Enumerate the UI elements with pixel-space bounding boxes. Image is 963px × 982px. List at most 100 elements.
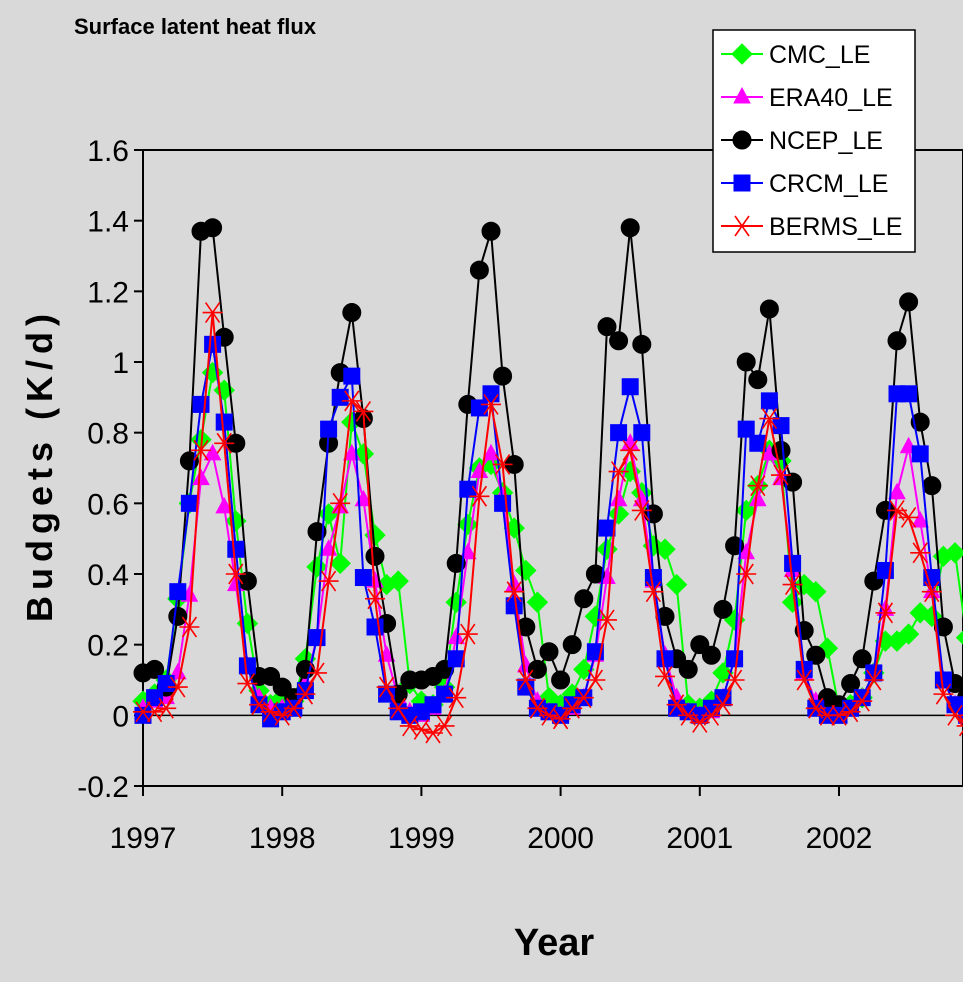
y-tick-label: 1.6 — [87, 135, 129, 168]
legend-cmc-le-label: CMC_LE — [769, 41, 870, 69]
series-crcm-le-point — [610, 424, 628, 442]
asterisk-stroke — [610, 461, 627, 482]
asterisk-stroke — [228, 563, 244, 585]
series-ncep-le-point — [469, 260, 489, 280]
series-berms-le-point — [945, 704, 963, 726]
series-ncep-le-point — [527, 659, 547, 679]
series-era40-le-point — [748, 489, 767, 507]
series-berms-le-point — [724, 669, 745, 691]
series-crcm-le-point — [760, 392, 778, 410]
asterisk-stroke — [668, 694, 685, 716]
asterisk-stroke — [239, 673, 256, 694]
series-crcm-le-point — [911, 445, 929, 463]
asterisk-stroke — [146, 701, 163, 723]
series-berms-le-point — [237, 673, 258, 694]
asterisk-stroke — [262, 701, 279, 723]
asterisk-stroke — [378, 676, 395, 698]
series-berms-le-point — [840, 701, 861, 723]
y-tick-label: 1.4 — [87, 206, 129, 239]
series-berms-le-point — [898, 507, 919, 528]
asterisk-stroke — [413, 719, 430, 740]
asterisk-stroke — [216, 432, 232, 454]
asterisk-stroke — [680, 704, 696, 726]
series-berms-le-point — [481, 393, 501, 415]
asterisk-stroke — [900, 507, 917, 528]
series-crcm-le-point — [169, 583, 187, 601]
series-berms-le-point — [144, 701, 165, 723]
asterisk-stroke — [436, 715, 453, 737]
asterisk-stroke — [947, 704, 963, 726]
series-ncep-le-point — [678, 659, 698, 679]
legend-era40-le-label: ERA40_LE — [769, 84, 893, 112]
series-berms-le-point — [631, 499, 652, 521]
x-tick-label: 1997 — [110, 822, 177, 855]
series-ncep-le-point — [852, 649, 872, 669]
asterisk-stroke — [367, 588, 383, 610]
series-crcm-le-point — [726, 650, 744, 668]
series-cmc-le-point — [654, 538, 676, 560]
series-berms-le-point — [515, 669, 536, 691]
series-berms-le-point — [771, 464, 791, 486]
series-berms-le-point — [829, 704, 849, 726]
series-berms-le-point — [759, 408, 780, 429]
asterisk-stroke — [355, 401, 372, 422]
asterisk-stroke — [286, 697, 302, 719]
x-axis-title: Year — [514, 922, 595, 964]
series-berms-le-point — [852, 690, 873, 712]
series-berms-le-point — [956, 715, 963, 737]
series-berms-le-point — [492, 454, 513, 475]
series-era40-le-point — [215, 496, 234, 514]
series-berms-le-point — [875, 602, 896, 624]
series-ncep-le-point — [365, 546, 385, 566]
asterisk-stroke — [726, 669, 743, 691]
series-berms-le-point — [713, 694, 733, 716]
series-ncep-le-point — [841, 674, 861, 694]
asterisk-stroke — [320, 570, 337, 592]
series-ncep-le-point — [562, 635, 582, 655]
asterisk-stroke — [193, 439, 209, 461]
series-berms-le-point — [341, 390, 362, 412]
asterisk-stroke — [734, 215, 750, 237]
asterisk-stroke — [552, 708, 569, 730]
series-berms-le-point — [446, 687, 467, 709]
series-era40-le-point — [203, 443, 222, 461]
series-berms-le-point — [921, 581, 942, 603]
series-crcm-le-point — [238, 657, 256, 675]
series-crcm-le-point — [320, 420, 338, 438]
series-crcm-le-point — [621, 378, 639, 396]
legend-ncep-le-point — [732, 130, 752, 150]
series-ncep-le-point — [481, 221, 501, 241]
series-ncep-le-point — [585, 564, 605, 584]
series-crcm-le-point — [354, 569, 372, 587]
series-ncep-le-point — [806, 645, 826, 665]
series-berms-le-point — [156, 697, 177, 719]
series-berms-le-point — [318, 570, 339, 592]
series-berms-le-point — [597, 609, 617, 631]
legend-crcm-le: CRCM_LE — [721, 170, 888, 198]
legend: CMC_LE ERA40_LE NCEP_LE CRCM_LE BERMS_LE — [712, 29, 916, 253]
series-ncep-le-point — [446, 553, 466, 573]
legend-crcm-le-point — [733, 174, 751, 192]
asterisk-stroke — [448, 687, 464, 709]
series-era40-le-point — [447, 627, 466, 645]
series-ncep-le-point — [899, 292, 919, 312]
asterisk-stroke — [344, 390, 360, 412]
series-crcm-le-point — [772, 417, 790, 435]
series-berms-le-point — [782, 574, 803, 596]
series-era40-le-point — [911, 510, 930, 528]
asterisk-stroke — [958, 715, 963, 723]
legend-berms-le-point — [732, 215, 752, 237]
series-berms-le-point — [643, 581, 664, 603]
asterisk-stroke — [773, 464, 789, 486]
y-tick-label: 1.2 — [87, 276, 129, 309]
series-berms-le-point — [399, 715, 420, 737]
asterisk-stroke — [715, 694, 731, 716]
series-berms-le-point — [365, 588, 385, 610]
asterisk-stroke — [924, 581, 940, 603]
series-berms-le-point — [863, 669, 884, 691]
series-berms-le-point — [469, 485, 490, 507]
series-crcm-le-point — [215, 413, 233, 431]
asterisk-stroke — [958, 729, 963, 737]
series-crcm-le-point — [482, 385, 500, 403]
asterisk-stroke — [831, 704, 847, 726]
